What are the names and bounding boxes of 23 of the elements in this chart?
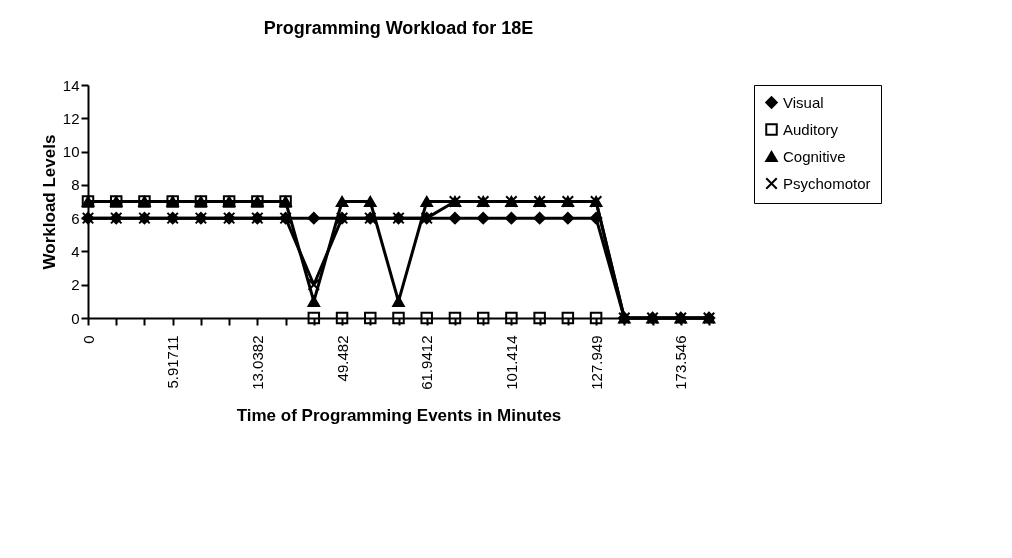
legend-label: Auditory <box>783 120 839 138</box>
legend-label: Psychomotor <box>783 174 871 192</box>
x-tick-label: 127.949 <box>587 335 605 390</box>
x-tick-label: 0 <box>79 335 97 344</box>
y-tick-label: 6 <box>71 209 80 227</box>
x-tick-label: 173.546 <box>672 335 690 390</box>
x-tick-label: 13.0382 <box>248 335 266 390</box>
x-tick-label: 49.482 <box>333 335 351 382</box>
y-tick-label: 10 <box>62 143 80 161</box>
legend-label: Visual <box>783 93 824 111</box>
legend-label: Cognitive <box>783 147 846 165</box>
y-tick-label: 2 <box>71 276 80 294</box>
y-tick-label: 0 <box>71 309 80 327</box>
y-tick-label: 4 <box>71 242 80 260</box>
x-axis-title: Time of Programming Events in Minutes <box>236 405 562 425</box>
y-tick-label: 14 <box>62 76 80 94</box>
y-tick-label: 8 <box>71 176 80 194</box>
x-tick-label: 61.9412 <box>418 335 436 390</box>
x-tick-label: 5.91711 <box>164 335 182 389</box>
x-tick-label: 101.414 <box>502 335 520 390</box>
y-tick-label: 12 <box>62 109 80 127</box>
y-axis-title: Workload Levels <box>39 134 59 270</box>
chart-title: Programming Workload for 18E <box>263 18 534 38</box>
